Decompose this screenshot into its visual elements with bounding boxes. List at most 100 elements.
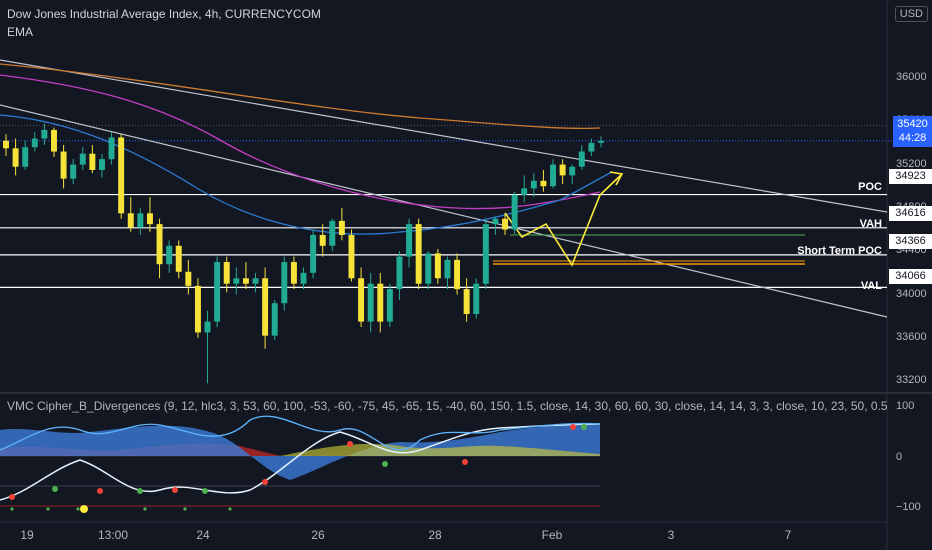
osc-signal-dot	[382, 461, 388, 467]
osc-signal-dot	[570, 424, 576, 430]
candle-body	[569, 167, 575, 176]
osc-tick-0: 0	[896, 451, 902, 463]
osc-tick-100: 100	[896, 400, 914, 412]
candle-body	[540, 181, 546, 186]
level-label-val: VAL	[861, 280, 882, 292]
candle-body	[579, 152, 585, 167]
candle-body	[195, 286, 201, 333]
chart-title: Dow Jones Industrial Average Index, 4h, …	[7, 7, 321, 21]
candle-body	[70, 165, 76, 179]
candle	[118, 134, 124, 218]
candle	[416, 219, 422, 289]
candle-body	[435, 253, 441, 278]
candle-body	[339, 221, 345, 235]
candle-body	[291, 262, 297, 284]
osc-signal-dot	[262, 479, 268, 485]
candle-body	[137, 213, 143, 227]
candle-body	[243, 278, 249, 283]
candle-body	[464, 289, 470, 314]
candle	[310, 230, 316, 279]
osc-signal-dot	[462, 459, 468, 465]
osc-signal-dot	[202, 488, 208, 494]
time-tick-label: 7	[785, 528, 792, 542]
osc-signal-dot	[347, 441, 353, 447]
osc-signal-dot	[52, 486, 58, 492]
candle-body	[224, 262, 230, 284]
level-label-short-term-poc: Short Term POC	[797, 245, 882, 257]
price-tick-label: 33200	[896, 374, 927, 386]
currency-badge[interactable]: USD	[895, 6, 928, 22]
level-tag-val: 34066	[889, 269, 932, 284]
candle-body	[281, 262, 287, 303]
candle-body	[147, 213, 153, 224]
candle-body	[118, 137, 124, 213]
candle-body	[41, 130, 47, 139]
osc-small-dot	[46, 507, 49, 510]
candle-body	[329, 221, 335, 246]
candle-body	[377, 284, 383, 322]
candle	[512, 192, 518, 234]
time-tick-label: 24	[196, 528, 209, 542]
osc-small-dot	[228, 507, 231, 510]
candle-body	[176, 246, 182, 272]
candle	[473, 278, 479, 318]
bar-countdown: 44:28	[893, 131, 932, 145]
osc-small-dot	[76, 507, 79, 510]
candle-body	[560, 165, 566, 176]
osc-signal-dot	[172, 487, 178, 493]
candle-body	[214, 262, 220, 322]
candle-body	[128, 213, 134, 227]
time-tick-label: Feb	[542, 528, 563, 542]
candle-body	[109, 137, 115, 159]
candle-body	[473, 284, 479, 314]
candle-body	[89, 154, 95, 170]
candle-body	[272, 303, 278, 335]
candle-body	[157, 224, 163, 264]
candle-body	[521, 188, 527, 194]
candle-body	[205, 322, 211, 333]
level-label-poc: POC	[858, 181, 882, 193]
level-tag-vah: 34616	[889, 206, 932, 221]
time-tick-label: 28	[428, 528, 441, 542]
candle-body	[22, 147, 28, 166]
level-tag-short-term-poc: 34366	[889, 234, 932, 249]
indicator-label-ema: EMA	[7, 25, 33, 39]
time-tick-label: 19	[20, 528, 33, 542]
osc-small-dot	[143, 507, 146, 510]
time-tick-label: 26	[311, 528, 324, 542]
candle-body	[80, 154, 86, 165]
candle-body	[425, 253, 431, 283]
last-price: 35420	[893, 117, 932, 131]
candle-body	[444, 260, 450, 278]
price-tick-label: 35200	[896, 158, 927, 170]
osc-signal-dot	[137, 488, 143, 494]
candle-body	[32, 139, 38, 148]
candle-body	[416, 224, 422, 284]
candle-body	[396, 257, 402, 289]
price-tick-label: 36000	[896, 71, 927, 83]
candle-body	[492, 219, 498, 224]
candle-body	[61, 152, 67, 179]
candle	[281, 257, 287, 311]
candle	[195, 278, 201, 338]
candle-body	[310, 235, 316, 273]
candle-body	[531, 181, 537, 189]
osc-signal-dot	[9, 494, 15, 500]
candle-body	[368, 284, 374, 322]
oscillator-title: VMC Cipher_B_Divergences (9, 12, hlc3, 3…	[7, 399, 887, 413]
candle-body	[349, 235, 355, 278]
level-tag-poc: 34923	[889, 169, 932, 184]
candle-body	[502, 219, 508, 230]
candle-body	[51, 130, 57, 152]
candle-body	[406, 224, 412, 256]
candle-body	[301, 273, 307, 284]
osc-signal-dot	[97, 488, 103, 494]
price-tick-label: 34000	[896, 288, 927, 300]
candle-body	[358, 278, 364, 321]
candle-body	[550, 165, 556, 187]
candle-body	[3, 141, 9, 149]
osc-small-dot	[10, 507, 13, 510]
candle-body	[262, 278, 268, 335]
